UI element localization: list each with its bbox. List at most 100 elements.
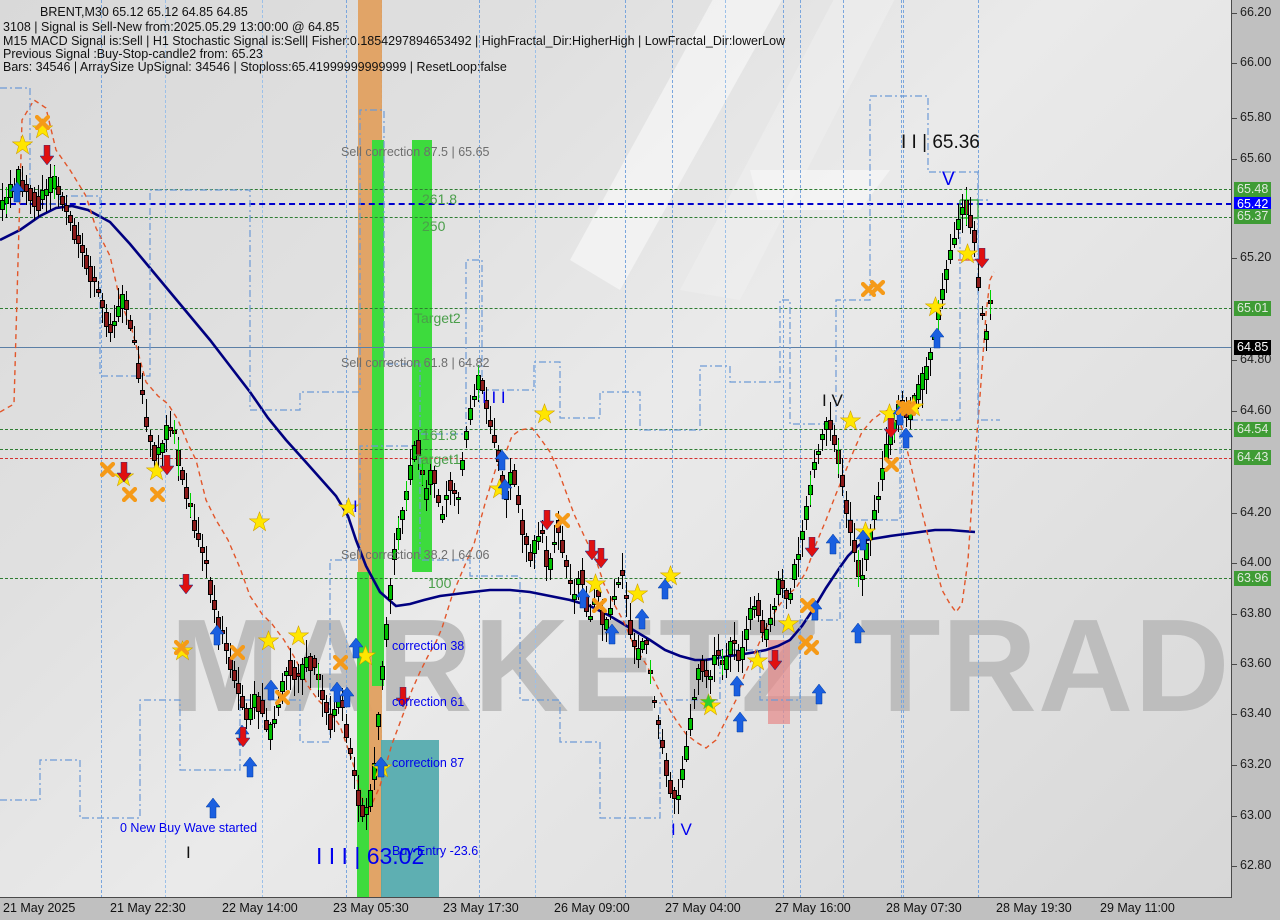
- candle-body: [580, 570, 585, 585]
- candle-body: [248, 707, 253, 720]
- candle-wick: [146, 398, 147, 432]
- candle-body: [472, 396, 477, 400]
- level-line-6396: [0, 578, 1232, 579]
- candle-body: [804, 506, 809, 520]
- candle-highlight: [318, 664, 319, 690]
- time-tick-label: 29 May 11:00: [1100, 901, 1175, 915]
- wave-label-iii: I I I: [482, 388, 506, 407]
- price-tick-label: 65.20: [1240, 250, 1272, 264]
- price-level-badge[interactable]: 64.54: [1234, 422, 1272, 437]
- cross-marker-icon: [883, 456, 900, 477]
- candle-body: [764, 628, 769, 640]
- candle-wick: [506, 487, 507, 518]
- candle-body: [864, 543, 869, 560]
- price-level-badge[interactable]: 65.37: [1234, 209, 1272, 224]
- price-level-badge[interactable]: 65.01: [1234, 301, 1272, 316]
- candle-body: [292, 666, 297, 680]
- chart-plot-area[interactable]: MARKETZ TRADE: [0, 0, 1232, 898]
- time-tick-label: 28 May 07:30: [886, 901, 962, 915]
- candle-wick: [286, 667, 287, 691]
- correction-61-label: correction 61: [392, 695, 465, 709]
- price-tick-label: 66.00: [1240, 55, 1272, 69]
- candle-body: [728, 641, 733, 655]
- candle-body: [952, 238, 957, 245]
- candle-body: [976, 276, 981, 288]
- candle-body: [384, 624, 389, 640]
- candle-wick: [402, 507, 403, 534]
- star-marker-icon: [699, 693, 718, 715]
- candle-highlight: [178, 440, 179, 476]
- time-tick-label: 21 May 2025: [3, 901, 76, 915]
- candle-highlight: [858, 550, 859, 587]
- sell-arrow-icon: [539, 509, 555, 536]
- symbol-ohlc-line: BRENT,M30 65.12 65.12 64.85 64.85: [40, 5, 248, 19]
- buy-arrow-icon: [657, 578, 673, 605]
- price-tick-label: 63.20: [1240, 757, 1272, 771]
- signal-line-1: 3108 | Signal is Sell-New from:2025.05.2…: [3, 20, 340, 34]
- candle-highlight: [838, 440, 839, 475]
- candle-body: [548, 558, 553, 570]
- price-level-badge[interactable]: 64.43: [1234, 450, 1272, 465]
- candle-wick: [826, 417, 827, 446]
- candle-body: [956, 219, 961, 230]
- candle-body: [192, 520, 197, 532]
- candle-wick: [954, 221, 955, 249]
- star-marker-icon: [659, 565, 682, 591]
- correction-87-label: correction 87: [392, 756, 465, 770]
- axis-tick-mark: [1232, 13, 1237, 14]
- candle-body: [640, 640, 645, 650]
- candle-body: [492, 435, 497, 444]
- star-marker-icon: [31, 118, 54, 144]
- candle-body: [716, 650, 721, 657]
- price-level-badge[interactable]: 63.96: [1234, 571, 1272, 586]
- candle-body: [616, 581, 621, 585]
- moving-average-line: [0, 204, 976, 662]
- candle-wick: [978, 261, 979, 292]
- buy-arrow-icon: [373, 756, 389, 783]
- candle-body: [468, 407, 473, 420]
- candle-wick: [578, 570, 579, 600]
- candle-highlight: [894, 409, 895, 440]
- star-marker-icon: [11, 134, 34, 160]
- candle-body: [300, 664, 305, 680]
- candle-body: [464, 431, 469, 440]
- candle-highlight: [174, 420, 175, 445]
- candle-highlight: [650, 660, 651, 685]
- buy-arrow-icon: [494, 449, 510, 476]
- buy-arrow-icon: [634, 608, 650, 635]
- candle-body: [660, 740, 665, 749]
- candle-wick: [334, 701, 335, 733]
- cross-marker-icon: [229, 644, 246, 665]
- sell-arrow-icon: [39, 144, 55, 171]
- sell-arrow-icon: [159, 454, 175, 481]
- candle-body: [480, 380, 485, 391]
- candle-body: [848, 520, 853, 534]
- candle-wick: [134, 325, 135, 346]
- candle-wick: [454, 483, 455, 507]
- price-level-badge[interactable]: 64.85: [1234, 340, 1272, 355]
- candle-body: [612, 596, 617, 600]
- candle-body: [816, 451, 821, 455]
- cross-marker-icon: [554, 512, 571, 533]
- highlight-band-green-right: [412, 140, 432, 572]
- wave-label-iv-blue: I V: [671, 820, 692, 839]
- star-marker-icon: [584, 573, 607, 599]
- price-tick-label: 62.80: [1240, 858, 1272, 872]
- signal-line-2: M15 MACD Signal is:Sell | H1 Stochastic …: [3, 34, 786, 48]
- candle-body: [204, 560, 209, 564]
- axis-tick-mark: [1232, 63, 1237, 64]
- price-level-badge[interactable]: 65.42: [1234, 197, 1272, 212]
- buy-arrow-icon: [242, 756, 258, 783]
- candle-body: [980, 313, 985, 317]
- candle-body: [364, 806, 369, 815]
- price-level-badge[interactable]: 65.48: [1234, 182, 1272, 197]
- candle-body: [876, 496, 881, 500]
- candle-body: [724, 655, 729, 670]
- axis-tick-mark: [1232, 360, 1237, 361]
- wave-label-i-blue: I: [353, 497, 358, 516]
- candle-body: [560, 540, 565, 554]
- candle-body: [444, 495, 449, 500]
- fib-label: 100: [428, 575, 452, 591]
- cross-marker-icon: [99, 461, 116, 482]
- cross-marker-icon: [803, 639, 820, 660]
